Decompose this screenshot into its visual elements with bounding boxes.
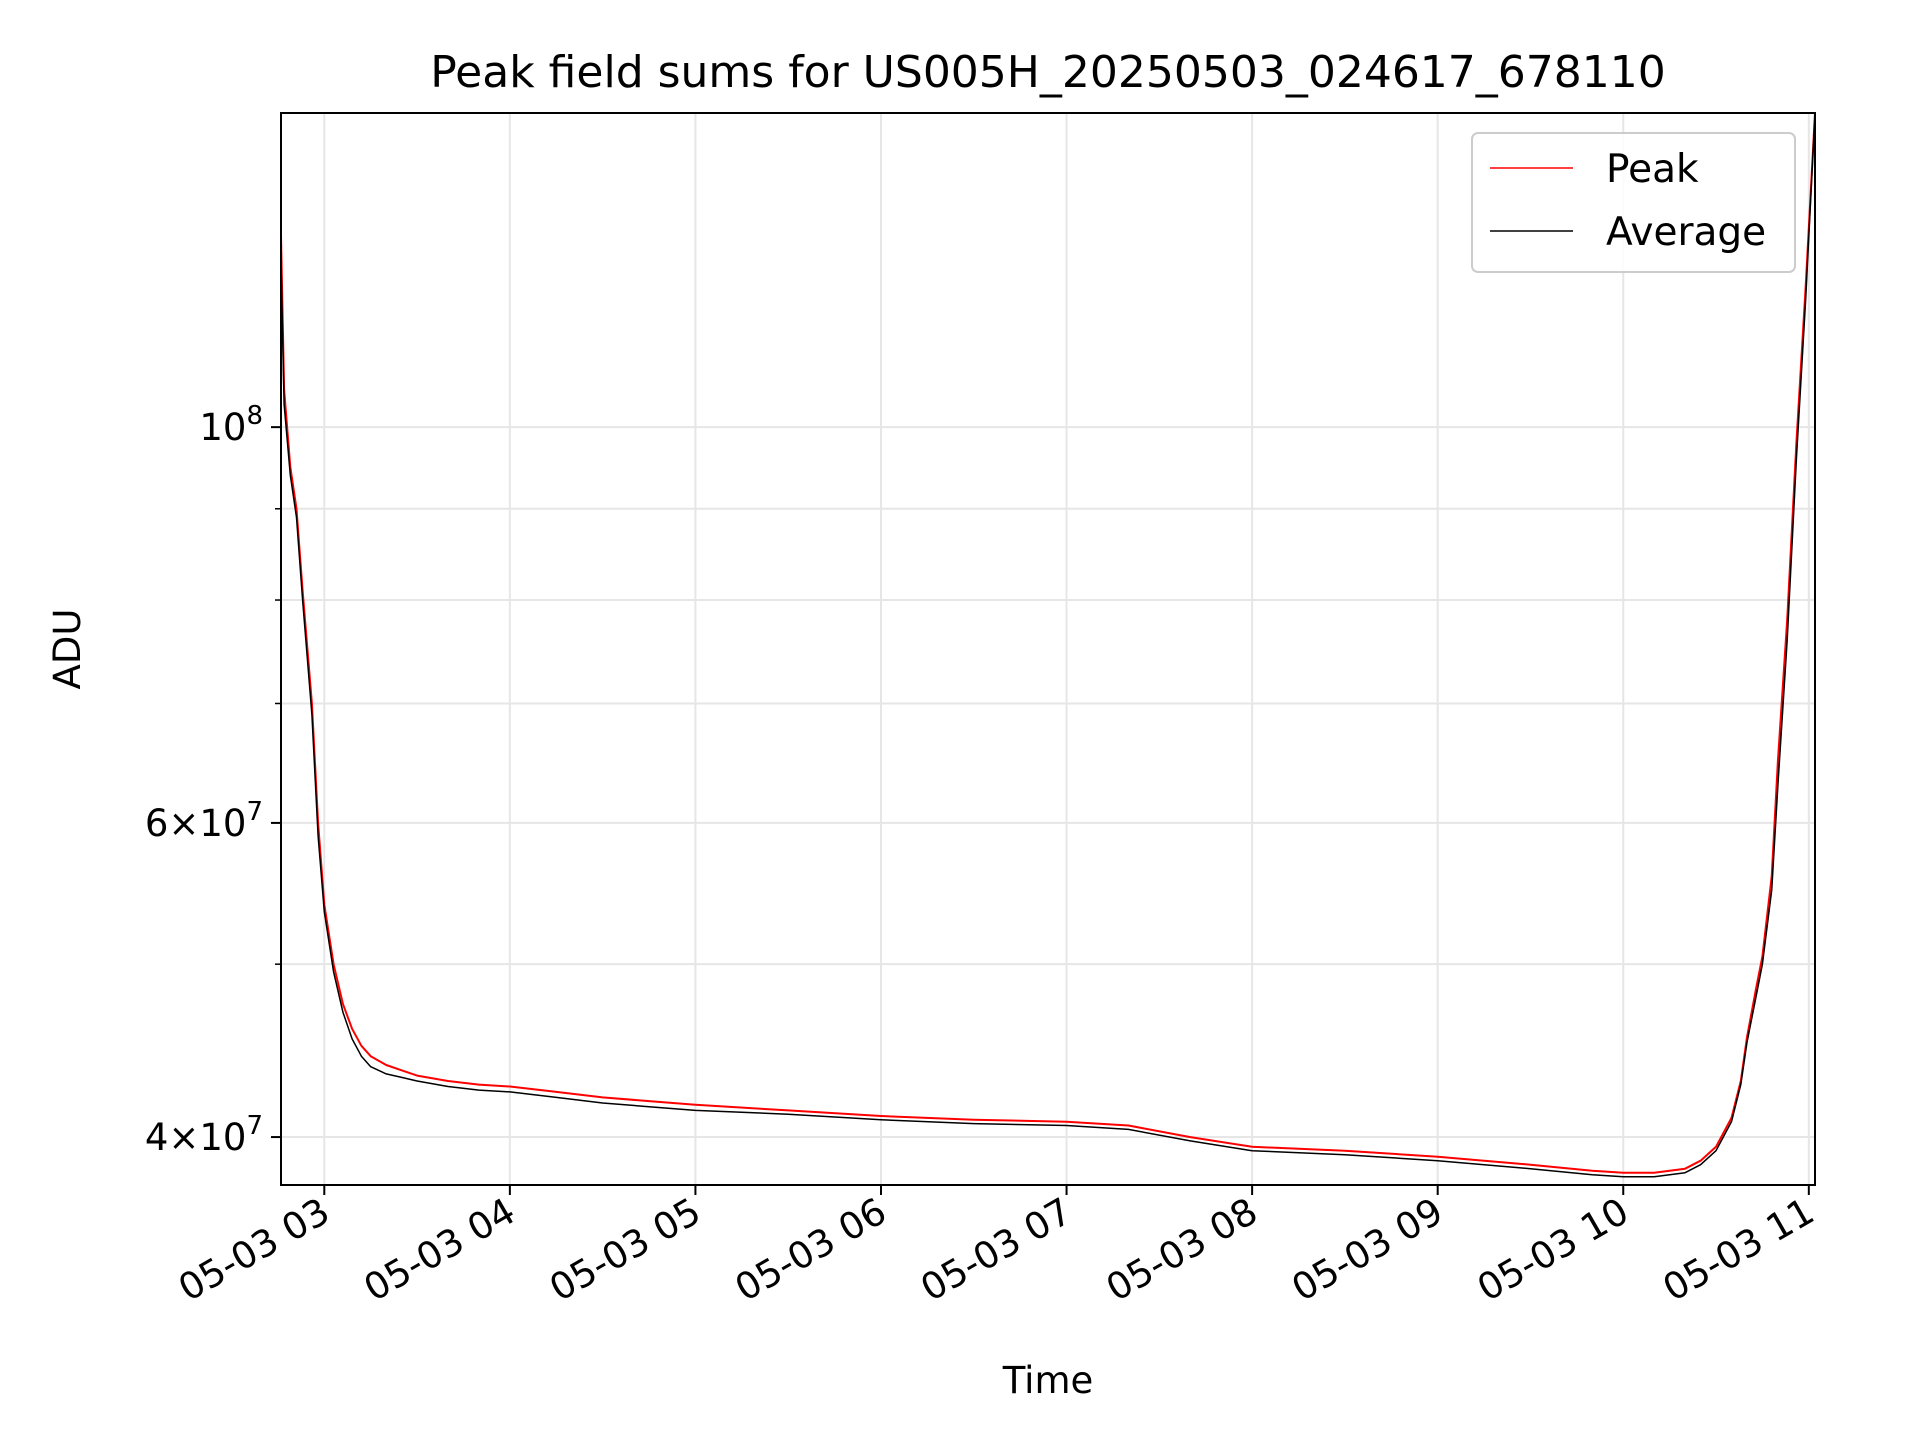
y-tick-label: 6×107	[145, 797, 263, 845]
y-tick-label: 4×107	[145, 1111, 263, 1159]
y-tick-label: 108	[199, 401, 263, 449]
grid-lines	[281, 113, 1815, 1185]
chart-title: Peak field sums for US005H_20250503_0246…	[430, 47, 1666, 98]
series-lines	[280, 112, 1816, 1178]
plot-frame	[280, 112, 1816, 1186]
series-line-average	[280, 112, 1816, 1178]
legend: Peak Average	[1471, 132, 1796, 273]
legend-peak-label: Peak	[1606, 147, 1699, 192]
x-axis-label: Time	[1002, 1359, 1094, 1402]
legend-average-label: Average	[1606, 210, 1766, 255]
y-axis-label: ADU	[46, 609, 89, 690]
